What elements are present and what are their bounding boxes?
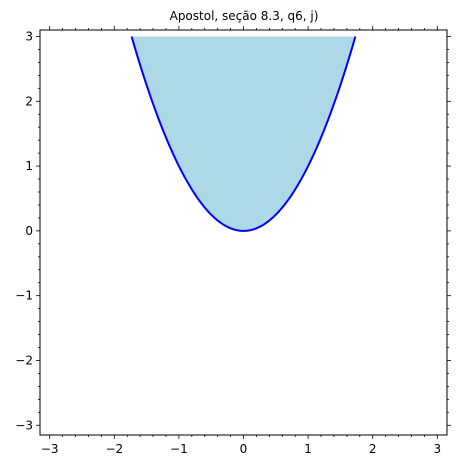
x-tick-label: 1 [304,442,312,456]
chart-title: Apostol, seção 8.3, q6, j) [170,9,319,23]
y-tick-label: 0 [25,224,33,238]
parabola-curve [130,36,357,232]
axis-ticks: −3 −2 −1 0 1 2 3 −3 −2 −1 0 1 2 3 [15,26,451,456]
x-tick-label: 3 [433,442,441,456]
x-tick-label: 0 [240,442,248,456]
x-tick-label: 2 [369,442,377,456]
x-tick-label: −2 [105,442,123,456]
y-tick-label: 3 [25,29,33,43]
y-tick-label: −2 [15,353,33,367]
y-tick-label: 1 [25,159,33,173]
x-tick-label: −1 [170,442,188,456]
x-tick-label: −3 [41,442,59,456]
y-tick-label: −1 [15,289,33,303]
plot-frame [39,29,448,436]
y-tick-label: −3 [15,418,33,432]
y-tick-label: 2 [25,94,33,108]
